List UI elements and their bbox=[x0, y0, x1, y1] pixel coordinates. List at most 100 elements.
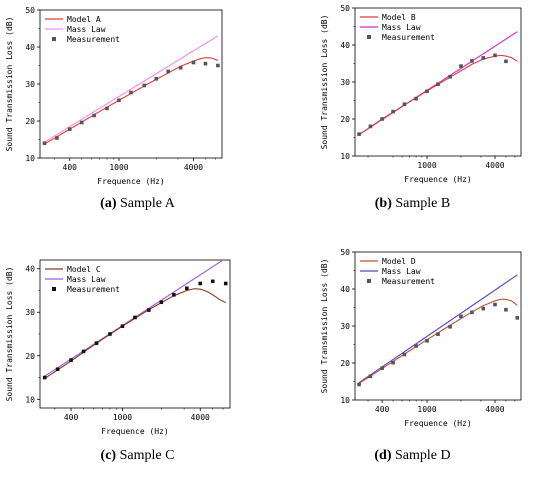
panel-caption: (b) Sample B bbox=[275, 196, 550, 212]
y-axis-label: Sound Transmission Loss (dB) bbox=[320, 259, 329, 394]
measurement-point bbox=[178, 65, 183, 70]
panel-caption: (d) Sample D bbox=[275, 448, 550, 464]
measurement-point bbox=[425, 89, 429, 94]
y-tick-label: 40 bbox=[25, 265, 35, 274]
y-tick-label: 20 bbox=[25, 117, 35, 126]
measurement-point bbox=[42, 375, 47, 380]
measurement-point bbox=[368, 374, 373, 379]
x-tick-label: 1000 bbox=[109, 163, 128, 172]
y-tick-label: 20 bbox=[25, 352, 35, 361]
x-tick-label: 400 bbox=[64, 413, 79, 422]
measurement-point bbox=[203, 61, 208, 66]
measurement-point bbox=[391, 360, 395, 365]
measurement-point bbox=[470, 59, 474, 63]
measurement-point bbox=[133, 315, 137, 320]
measurement-point bbox=[402, 102, 407, 106]
measurement-point bbox=[414, 96, 418, 101]
measurement-point bbox=[55, 136, 59, 140]
y-axis-label: Sound Transmission Loss (dB) bbox=[5, 267, 14, 402]
chart-svg: 10 20 30 40 50 400 1000 4000 Frequence (Hz) Sound… bbox=[320, 248, 522, 428]
legend-label: Mass Law bbox=[67, 275, 106, 284]
legend-swatch bbox=[52, 37, 56, 41]
measurement-point bbox=[448, 324, 452, 329]
measurement-point bbox=[159, 300, 164, 305]
legend-label: Model B bbox=[382, 13, 416, 22]
x-tick-label: 400 bbox=[63, 163, 78, 172]
x-tick-label: 1000 bbox=[417, 405, 436, 414]
y-tick-label: 30 bbox=[340, 322, 350, 331]
measurement-point bbox=[172, 293, 176, 297]
measurement-point bbox=[504, 59, 508, 64]
x-tick-label: 400 bbox=[375, 405, 390, 414]
measurement-point bbox=[459, 314, 463, 319]
series-line bbox=[44, 35, 219, 143]
measurement-point bbox=[493, 302, 497, 307]
legend-label: Measurement bbox=[67, 35, 120, 44]
measurement-point bbox=[117, 98, 121, 103]
x-tick-label: 4000 bbox=[184, 163, 203, 172]
measurement-point bbox=[198, 281, 203, 286]
chart-panel: 10 20 30 40 50 1000 4000 Frequence (Hz) Sound Tr… bbox=[275, 0, 550, 238]
y-tick-label: 40 bbox=[340, 285, 350, 294]
caption-letter: (c) bbox=[100, 448, 117, 463]
measurement-point bbox=[67, 127, 72, 131]
series-line bbox=[358, 54, 518, 135]
series-line bbox=[358, 298, 518, 384]
measurement-point bbox=[380, 117, 384, 121]
measurement-point bbox=[493, 53, 497, 58]
measurement-point bbox=[185, 286, 189, 291]
series-line bbox=[358, 274, 518, 384]
measurement-point bbox=[448, 75, 452, 79]
measurement-point bbox=[191, 60, 196, 65]
chart-panel: 10 20 30 40 400 1000 4000 Frequence (Hz) Sound T… bbox=[0, 240, 275, 478]
measurement-point bbox=[154, 77, 159, 81]
y-tick-label: 30 bbox=[25, 80, 35, 89]
measurement-point bbox=[223, 281, 228, 286]
measurement-point bbox=[368, 124, 373, 129]
panel-caption: (a) Sample A bbox=[0, 196, 275, 212]
caption-text: Sample C bbox=[116, 448, 175, 463]
x-axis-label: Frequence (Hz) bbox=[101, 427, 168, 436]
x-tick-label: 4000 bbox=[191, 413, 210, 422]
measurement-point bbox=[357, 382, 361, 387]
y-tick-label: 30 bbox=[25, 308, 35, 317]
y-tick-label: 20 bbox=[340, 359, 350, 368]
chart-svg: 10 20 30 40 50 1000 4000 Frequence (Hz) Sound Tr… bbox=[320, 4, 522, 184]
y-tick-label: 50 bbox=[340, 248, 350, 257]
legend-swatch bbox=[52, 287, 56, 291]
legend-label: Measurement bbox=[382, 33, 435, 42]
measurement-point bbox=[459, 64, 463, 68]
chart-panel: 10 20 30 40 50 400 1000 4000 Frequence (Hz) Sound… bbox=[0, 0, 275, 238]
measurement-point bbox=[357, 132, 361, 136]
caption-letter: (d) bbox=[374, 448, 392, 463]
legend-label: Model C bbox=[67, 265, 101, 274]
x-tick-label: 1000 bbox=[113, 413, 132, 422]
measurement-point bbox=[216, 63, 220, 68]
y-tick-label: 10 bbox=[25, 154, 35, 163]
measurement-point bbox=[79, 120, 84, 125]
y-tick-label: 40 bbox=[340, 41, 350, 50]
y-axis-label: Sound Transmission Loss (dB) bbox=[320, 15, 329, 150]
y-tick-label: 10 bbox=[340, 396, 350, 405]
measurement-point bbox=[129, 90, 133, 95]
measurement-point bbox=[436, 82, 440, 87]
legend-label: Model D bbox=[382, 257, 416, 266]
legend-swatch bbox=[367, 279, 371, 283]
measurement-point bbox=[105, 106, 109, 111]
measurement-point bbox=[402, 352, 407, 357]
y-tick-label: 50 bbox=[340, 4, 350, 13]
measurement-point bbox=[380, 366, 384, 370]
legend-swatch bbox=[367, 35, 371, 39]
legend-label: Mass Law bbox=[382, 267, 421, 276]
measurement-point bbox=[120, 324, 125, 328]
measurement-point bbox=[69, 358, 73, 362]
measurement-point bbox=[92, 113, 96, 118]
measurement-point bbox=[81, 349, 86, 354]
y-tick-label: 50 bbox=[25, 6, 35, 15]
series-line bbox=[44, 57, 219, 145]
caption-letter: (b) bbox=[374, 196, 392, 211]
caption-text: Sample A bbox=[116, 196, 175, 211]
x-axis-label: Frequence (Hz) bbox=[97, 177, 164, 186]
y-tick-label: 10 bbox=[25, 395, 35, 404]
